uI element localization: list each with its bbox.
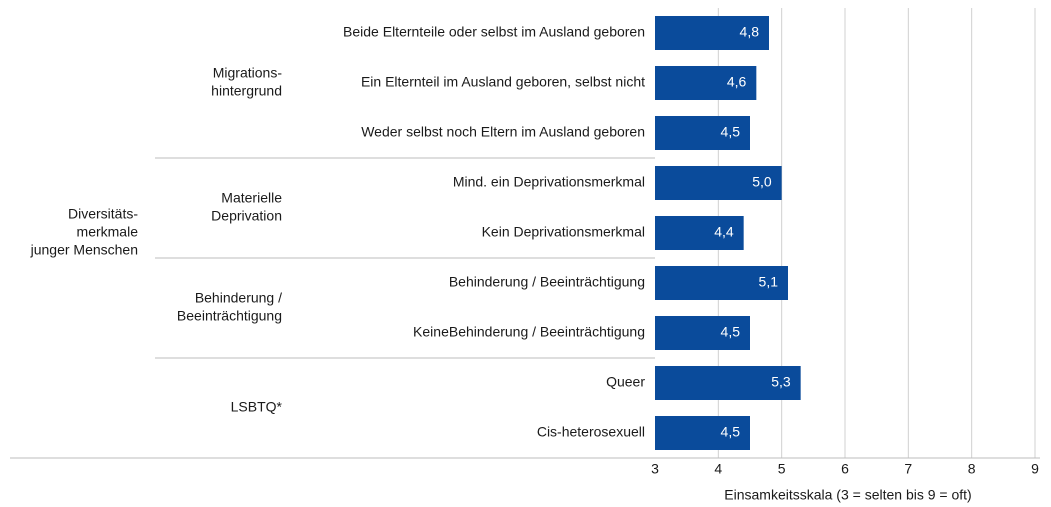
x-tick-label: 5 bbox=[778, 461, 786, 477]
outer-group-label: merkmale bbox=[77, 224, 139, 240]
bar bbox=[655, 166, 782, 200]
x-tick-label: 4 bbox=[714, 461, 722, 477]
bar bbox=[655, 216, 744, 250]
value-label: 4,5 bbox=[721, 124, 741, 140]
value-label: 4,5 bbox=[721, 324, 741, 340]
group-label: hintergrund bbox=[211, 83, 282, 99]
bar bbox=[655, 66, 757, 100]
x-tick-label: 8 bbox=[968, 461, 976, 477]
x-tick-label: 6 bbox=[841, 461, 849, 477]
y-tick-label: Kein Deprivationsmerkmal bbox=[482, 224, 645, 240]
group-label: Beeinträchtigung bbox=[177, 308, 282, 324]
y-tick-label: Beide Elternteile oder selbst im Ausland… bbox=[343, 24, 645, 40]
bar bbox=[655, 416, 750, 450]
bar bbox=[655, 266, 788, 300]
value-label: 5,1 bbox=[759, 274, 779, 290]
x-tick-label: 7 bbox=[904, 461, 912, 477]
bar bbox=[655, 16, 769, 50]
y-tick-label: Queer bbox=[606, 374, 645, 390]
y-tick-label: Ein Elternteil im Ausland geboren, selbs… bbox=[361, 74, 645, 90]
value-label: 5,0 bbox=[752, 174, 772, 190]
group-label: Migrations- bbox=[213, 65, 283, 81]
bar bbox=[655, 316, 750, 350]
value-label: 4,8 bbox=[740, 24, 760, 40]
outer-group-label: Diversitäts- bbox=[68, 206, 138, 222]
y-tick-label: Mind. ein Deprivationsmerkmal bbox=[453, 174, 645, 190]
x-tick-label: 3 bbox=[651, 461, 659, 477]
outer-group-label: junger Menschen bbox=[30, 242, 138, 258]
value-label: 4,4 bbox=[714, 224, 734, 240]
value-label: 4,5 bbox=[721, 424, 741, 440]
group-label: Materielle bbox=[221, 190, 282, 206]
x-tick-label: 9 bbox=[1031, 461, 1039, 477]
bar bbox=[655, 366, 801, 400]
y-tick-label: KeineBehinderung / Beeinträchtigung bbox=[413, 324, 645, 340]
group-label: Behinderung / bbox=[195, 290, 282, 306]
y-tick-label: Weder selbst noch Eltern im Ausland gebo… bbox=[361, 124, 645, 140]
y-tick-label: Behinderung / Beeinträchtigung bbox=[449, 274, 645, 290]
group-label: LSBTQ* bbox=[231, 399, 283, 415]
x-axis-title: Einsamkeitsskala (3 = selten bis 9 = oft… bbox=[724, 487, 971, 503]
y-tick-label: Cis-heterosexuell bbox=[537, 424, 645, 440]
value-label: 4,6 bbox=[727, 74, 747, 90]
value-label: 5,3 bbox=[771, 374, 791, 390]
bar bbox=[655, 116, 750, 150]
group-label: Deprivation bbox=[211, 208, 282, 224]
